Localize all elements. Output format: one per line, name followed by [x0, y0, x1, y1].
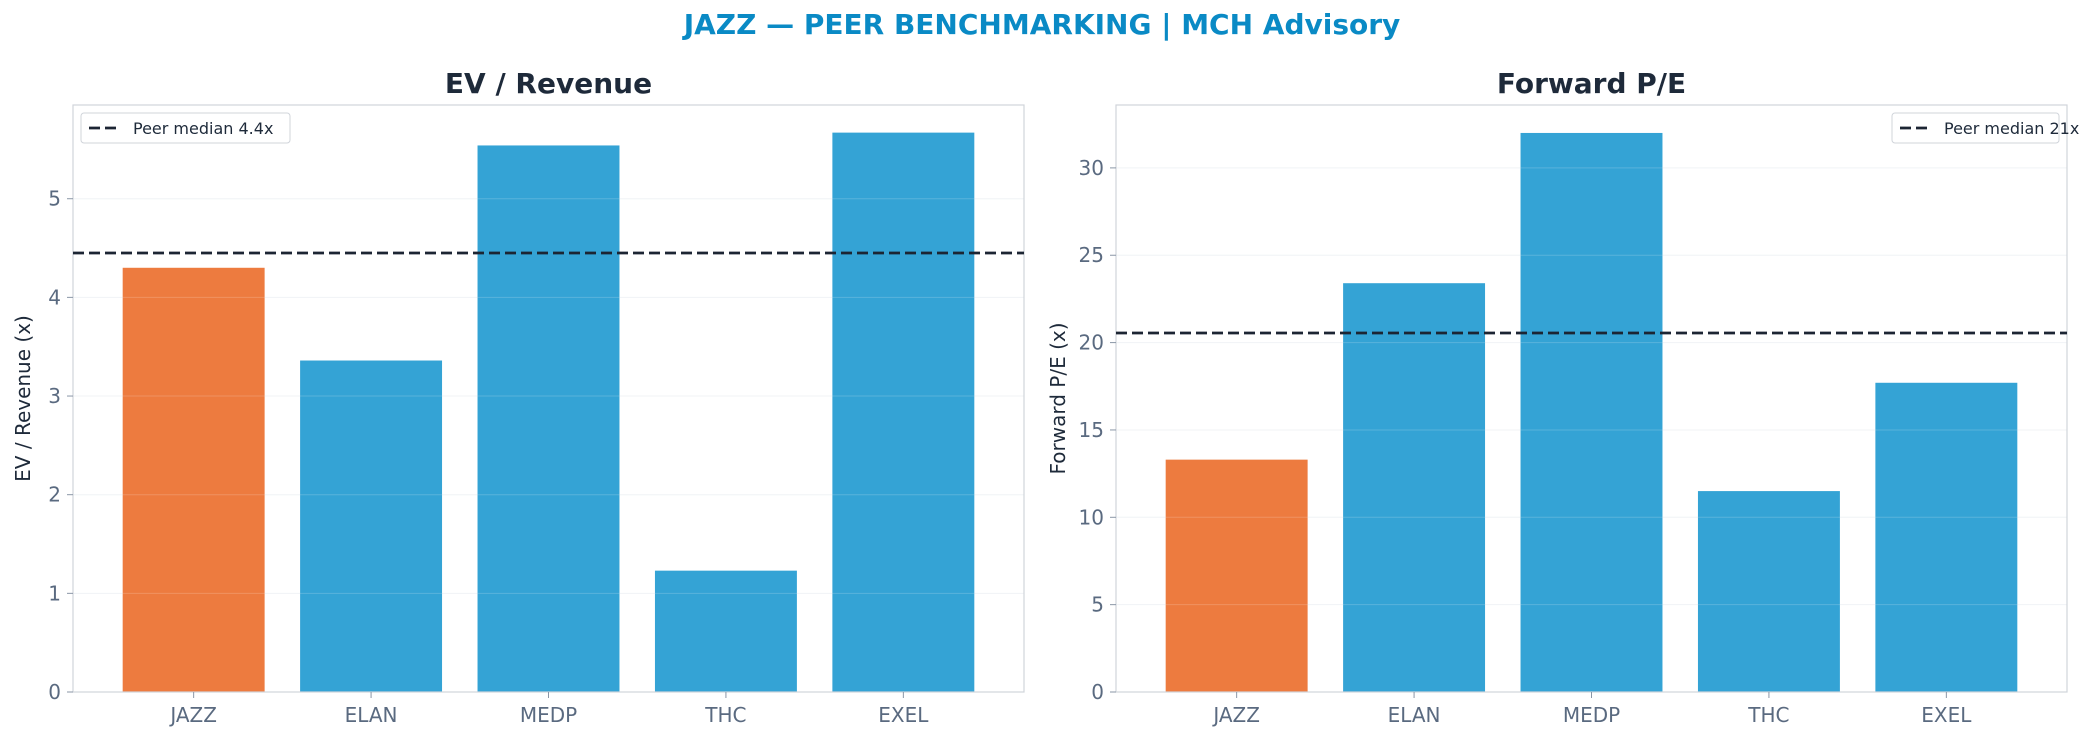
y-tick-label: 0 [1091, 680, 1104, 704]
legend-box [1891, 112, 2060, 144]
y-tick-label: 30 [1079, 156, 1104, 180]
x-tick-label: JAZZ [1211, 703, 1260, 727]
y-tick-label: 10 [1079, 505, 1104, 529]
legend: Peer median 21x [1891, 112, 2079, 144]
y-tick-label: 4 [48, 285, 61, 309]
bar-thc [1697, 491, 1840, 692]
panel-title: Forward P/E [1497, 67, 1686, 100]
legend-box [80, 112, 291, 144]
y-tick-label: 5 [48, 187, 61, 211]
bar-elan [300, 360, 443, 692]
y-tick-label: 15 [1079, 418, 1104, 442]
x-tick-label: MEDP [520, 703, 577, 727]
bar-exel [832, 132, 975, 692]
bar-exel [1875, 382, 2018, 692]
figure-title: JAZZ — PEER BENCHMARKING | MCH Advisory [683, 8, 1401, 41]
x-tick-label: ELAN [345, 703, 398, 727]
x-tick-label: THC [1747, 703, 1789, 727]
y-tick-label: 5 [1091, 593, 1104, 617]
x-tick-label: ELAN [1388, 703, 1441, 727]
y-tick-label: 0 [48, 680, 61, 704]
legend-label: Peer median 4.4x [133, 119, 273, 138]
x-tick-label: MEDP [1563, 703, 1620, 727]
chart-panel-1: 0 1 2 3 4 5 JAZZ ELAN MEDP THC EXEL EV / Revenue EV … [11, 67, 1025, 727]
x-tick-label: THC [704, 703, 746, 727]
x-tick-label: EXEL [1921, 703, 1972, 727]
bar-jazz [1165, 459, 1308, 692]
y-tick-label: 3 [48, 384, 61, 408]
bar-elan [1343, 283, 1486, 692]
bar-medp [477, 145, 620, 693]
legend: Peer median 4.4x [80, 112, 291, 144]
bar-thc [654, 570, 797, 692]
bar-jazz [122, 267, 265, 692]
y-axis-label: EV / Revenue (x) [11, 315, 35, 482]
y-tick-label: 20 [1079, 331, 1104, 355]
y-axis-label: Forward P/E (x) [1046, 322, 1070, 474]
x-tick-label: JAZZ [168, 703, 217, 727]
x-tick-label: EXEL [878, 703, 929, 727]
y-tick-label: 1 [48, 581, 61, 605]
y-tick-label: 2 [48, 483, 61, 507]
bar-medp [1520, 132, 1663, 692]
y-tick-label: 25 [1079, 243, 1104, 267]
panel-title: EV / Revenue [445, 67, 652, 100]
legend-label: Peer median 21x [1944, 119, 2079, 138]
chart-panel-2: 0 5 10 15 20 25 30 JAZZ ELAN MEDP THC EXEL Forward P… [1046, 67, 2079, 727]
